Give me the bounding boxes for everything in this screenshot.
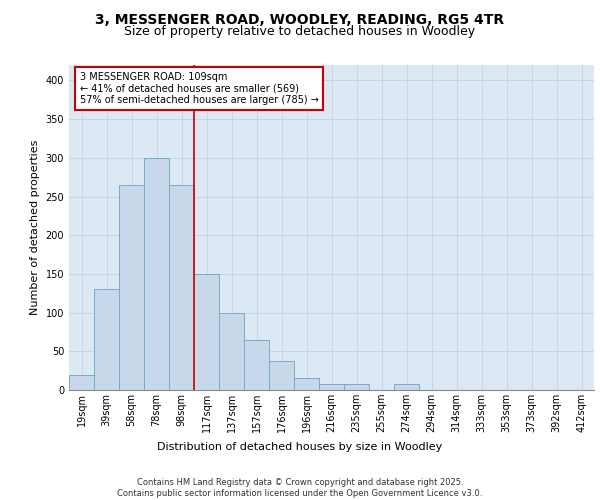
Bar [94, 290, 119, 390]
Bar [169, 185, 194, 390]
Bar [394, 384, 419, 390]
Bar [144, 158, 169, 390]
Bar [344, 384, 369, 390]
Text: Distribution of detached houses by size in Woodley: Distribution of detached houses by size … [157, 442, 443, 452]
Text: 3, MESSENGER ROAD, WOODLEY, READING, RG5 4TR: 3, MESSENGER ROAD, WOODLEY, READING, RG5… [95, 12, 505, 26]
Bar [119, 185, 144, 390]
Bar [269, 360, 294, 390]
Bar [319, 384, 344, 390]
Bar [69, 374, 94, 390]
Bar [244, 340, 269, 390]
Text: 3 MESSENGER ROAD: 109sqm
← 41% of detached houses are smaller (569)
57% of semi-: 3 MESSENGER ROAD: 109sqm ← 41% of detach… [79, 72, 319, 104]
Bar [194, 274, 219, 390]
Y-axis label: Number of detached properties: Number of detached properties [30, 140, 40, 315]
Bar [219, 312, 244, 390]
Text: Size of property relative to detached houses in Woodley: Size of property relative to detached ho… [124, 25, 476, 38]
Text: Contains HM Land Registry data © Crown copyright and database right 2025.
Contai: Contains HM Land Registry data © Crown c… [118, 478, 482, 498]
Bar [294, 378, 319, 390]
